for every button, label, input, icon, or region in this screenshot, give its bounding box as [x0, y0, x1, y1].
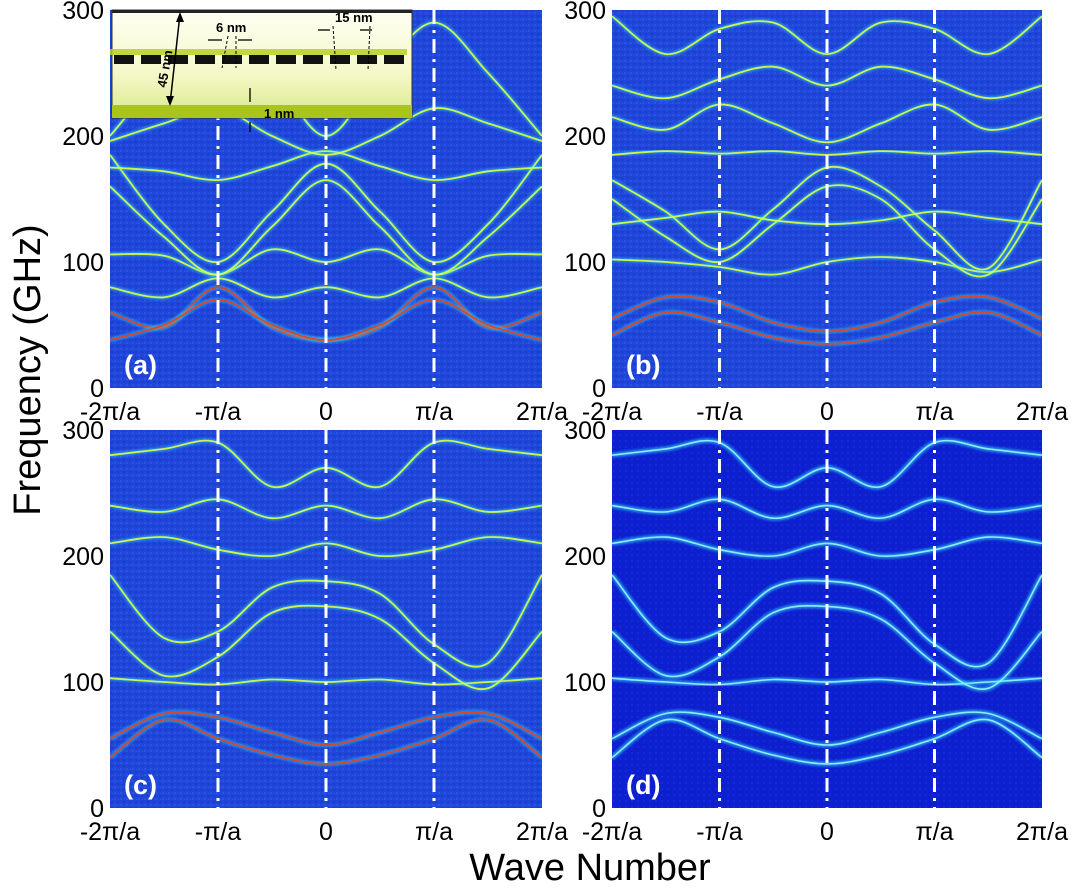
- x-axis-title: Wave Number: [469, 847, 711, 889]
- x-tick-label: 2π/a: [1016, 818, 1068, 846]
- inset-slot-cap: [353, 49, 380, 55]
- band-line-3: [110, 277, 542, 299]
- x-tick-label: 0: [319, 818, 333, 846]
- y-tick-label: 100: [62, 249, 104, 277]
- inset-label-bottom: 1 nm: [264, 106, 294, 121]
- y-tick-label: 200: [62, 123, 104, 151]
- band-line-8: [612, 103, 1042, 144]
- inset-slot: [276, 55, 296, 64]
- band-line-10: [612, 15, 1042, 56]
- inset-label-thickness: 45 nm: [154, 49, 175, 89]
- arrow-head-icon: [166, 96, 174, 106]
- inset-slot-cap: [380, 49, 407, 55]
- y-tick-label: 300: [564, 0, 606, 25]
- inset-slot: [303, 55, 323, 64]
- inset-slot-cap: [164, 49, 191, 55]
- x-tick-label: -2π/a: [582, 818, 642, 846]
- inset-label-period: 15 nm: [335, 10, 373, 25]
- panel-label: (d): [626, 770, 660, 800]
- inset-bottom-layer: [112, 105, 412, 118]
- y-tick-label: 100: [62, 669, 104, 697]
- x-tick-label: 0: [820, 818, 834, 846]
- inset-slot-cap: [191, 49, 218, 55]
- panel-label: (a): [124, 350, 157, 380]
- x-tick-label: -π/a: [195, 818, 242, 846]
- y-tick-label: 100: [564, 249, 606, 277]
- y-tick-label: 100: [564, 669, 606, 697]
- y-tick-label: 0: [90, 795, 104, 823]
- panel-c: 0 100 200 300 -2π/a -π/a 0 π/a 2π/a (c): [62, 417, 568, 846]
- inset-label-slot-width: 6 nm: [216, 20, 246, 35]
- x-tick-label: π/a: [915, 398, 953, 426]
- y-tick-label: 300: [62, 0, 104, 25]
- band-line-1: [612, 311, 1042, 345]
- y-tick-label: 0: [90, 375, 104, 403]
- x-tick-label: -2π/a: [582, 398, 642, 426]
- band-line-7: [612, 150, 1042, 156]
- inset-slot-cap: [245, 49, 272, 55]
- x-tick-label: 0: [319, 398, 333, 426]
- y-tick-label: 300: [564, 417, 606, 445]
- band-line-1: [612, 718, 1042, 765]
- x-tick-label: -π/a: [195, 398, 242, 426]
- y-tick-label: 300: [62, 417, 104, 445]
- x-tick-label: -π/a: [696, 818, 743, 846]
- inset-slot-cap: [326, 49, 353, 55]
- inset-slot-row: [110, 49, 407, 64]
- inset-thickness-arrow: [169, 13, 181, 105]
- x-tick-label: π/a: [915, 818, 953, 846]
- inset-guide-line: [221, 35, 229, 69]
- band-line-6: [110, 536, 542, 558]
- inset-slot-cap: [218, 49, 245, 55]
- band-line-7: [110, 150, 542, 182]
- inset-slot-cap: [272, 49, 299, 55]
- x-tick-label: -2π/a: [80, 398, 140, 426]
- panel-label: (b): [626, 350, 660, 380]
- inset-slot: [195, 55, 215, 64]
- inset-top-edge: [112, 10, 412, 13]
- band-line-6: [612, 536, 1042, 557]
- inset-slot: [330, 55, 350, 64]
- x-tick-label: 2π/a: [516, 818, 568, 846]
- inset-slot-cap: [110, 49, 137, 55]
- band-group: [612, 14, 1042, 347]
- x-tick-label: 0: [820, 398, 834, 426]
- band-line-7: [612, 498, 1042, 520]
- inset-slot-cap: [137, 49, 164, 55]
- inset-slot: [357, 55, 377, 64]
- band-line-9: [612, 65, 1042, 100]
- inset-guide-line: [332, 25, 337, 71]
- band-line-5: [110, 179, 542, 276]
- inset-schematic: 45 nm 6 nm 15 nm 1 nm: [110, 9, 413, 132]
- inset-slot: [249, 55, 269, 64]
- y-axis-title: Frequency (GHz): [7, 224, 49, 515]
- inset-guide-line: [367, 25, 371, 71]
- band-line-2: [612, 711, 1042, 746]
- inset-slot: [114, 55, 134, 64]
- band-line-7: [110, 498, 542, 520]
- x-tick-label: -2π/a: [80, 818, 140, 846]
- x-tick-label: -π/a: [696, 398, 743, 426]
- y-tick-label: 200: [564, 123, 606, 151]
- y-tick-label: 0: [592, 375, 606, 403]
- x-tick-label: 2π/a: [1016, 398, 1068, 426]
- panel-b: 0 100 200 300 -2π/a -π/a 0 π/a 2π/a (b): [564, 0, 1068, 426]
- panel-label: (c): [124, 770, 157, 800]
- arrow-head-icon: [176, 12, 184, 22]
- inset-slot: [141, 55, 161, 64]
- y-tick-label: 0: [592, 795, 606, 823]
- x-tick-label: π/a: [415, 398, 453, 426]
- band-line-2: [110, 711, 542, 746]
- x-tick-label: π/a: [415, 818, 453, 846]
- inset-slot: [168, 55, 188, 64]
- panel-d: 0 100 200 300 -2π/a -π/a 0 π/a 2π/a (d): [564, 417, 1068, 846]
- inset-slot-cap: [299, 49, 326, 55]
- y-tick-label: 200: [62, 543, 104, 571]
- y-tick-label: 200: [564, 543, 606, 571]
- band-line-1: [110, 718, 542, 765]
- inset-slot: [222, 55, 242, 64]
- x-tick-label: 2π/a: [516, 398, 568, 426]
- inset-slot: [384, 55, 404, 64]
